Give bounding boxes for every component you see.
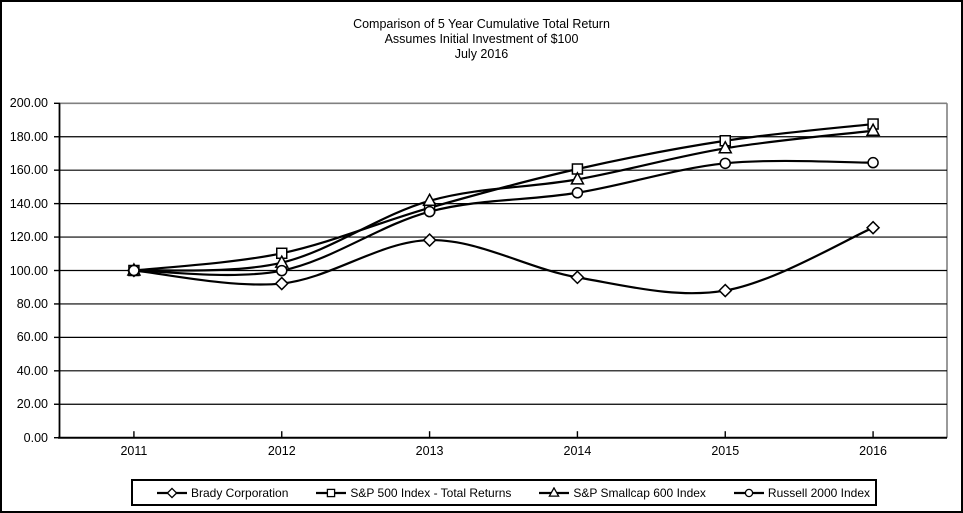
- chart-title-line3: July 2016: [454, 47, 509, 61]
- x-tick-label: 2014: [563, 444, 592, 458]
- legend-item-smallcap600: S&P Smallcap 600 Index: [539, 486, 706, 500]
- x-tick-label: 2012: [267, 444, 296, 458]
- y-tick-label: 160.00: [9, 163, 48, 178]
- y-tick-label: 0.00: [23, 430, 48, 445]
- x-tick-label: 2013: [415, 444, 444, 458]
- diamond-marker-icon: [157, 486, 187, 499]
- y-tick-label: 40.00: [16, 363, 48, 378]
- x-tick-label: 2016: [859, 444, 887, 458]
- chart-legend: Brady Corporation S&P 500 Index - Total …: [131, 479, 877, 506]
- y-tick-label: 60.00: [16, 330, 48, 345]
- y-tick-label: 180.00: [9, 129, 48, 144]
- square-marker-icon: [316, 488, 347, 497]
- circle-marker-icon: [733, 488, 764, 497]
- legend-label: Russell 2000 Index: [767, 485, 870, 500]
- legend-label: Brady Corporation: [191, 485, 289, 500]
- chart-title-line2: Assumes Initial Investment of $100: [384, 32, 579, 46]
- chart-title-line1: Comparison of 5 Year Cumulative Total Re…: [353, 17, 610, 31]
- legend-label: S&P 500 Index - Total Returns: [350, 485, 512, 500]
- legend-item-sp500: S&P 500 Index - Total Returns: [316, 486, 511, 500]
- y-tick-label: 120.00: [9, 230, 48, 245]
- legend-item-brady: Brady Corporation: [157, 486, 288, 500]
- legend-label: S&P Smallcap 600 Index: [573, 485, 706, 500]
- y-tick-label: 140.00: [9, 196, 48, 211]
- x-tick-label: 2011: [120, 444, 148, 458]
- triangle-marker-icon: [539, 486, 570, 497]
- y-tick-label: 20.00: [16, 397, 48, 412]
- y-tick-label: 80.00: [16, 296, 48, 311]
- y-tick-label: 100.00: [9, 263, 48, 278]
- y-tick-label: 200.00: [9, 96, 48, 111]
- chart-title: Comparison of 5 Year Cumulative Total Re…: [0, 17, 963, 62]
- x-tick-label: 2015: [711, 444, 740, 458]
- legend-item-russell2000: Russell 2000 Index: [733, 485, 870, 500]
